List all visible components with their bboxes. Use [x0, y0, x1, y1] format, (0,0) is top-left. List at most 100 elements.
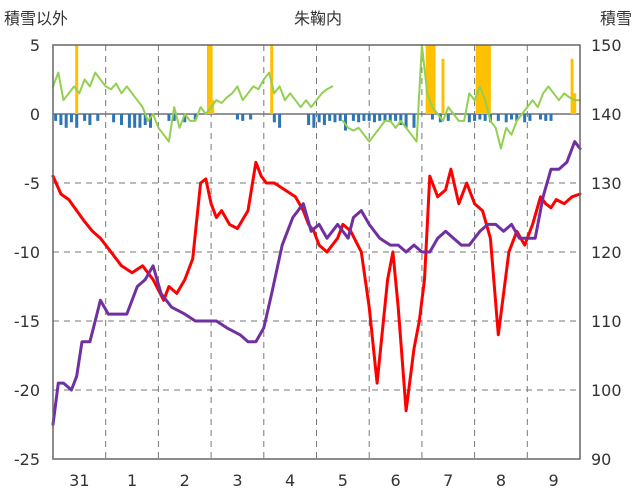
y-tick-label: -25: [14, 450, 40, 469]
negative-bar: [483, 114, 487, 121]
negative-bar: [383, 114, 387, 121]
negative-bar: [241, 114, 245, 121]
y2-tick-label: 140: [591, 105, 622, 124]
negative-bar: [473, 114, 477, 121]
negative-bar: [333, 114, 337, 123]
negative-bar: [83, 114, 87, 121]
negative-bar: [143, 114, 147, 126]
y-tick-label: -10: [14, 243, 40, 262]
x-tick-label: 3: [232, 471, 242, 490]
precip-bar: [428, 45, 432, 114]
negative-bar: [399, 114, 403, 126]
precip-bar: [211, 100, 215, 114]
precip-bar: [486, 45, 490, 114]
precip-bar: [426, 45, 430, 114]
negative-bar: [120, 114, 124, 126]
negative-bar: [528, 114, 532, 121]
negative-bar: [235, 114, 239, 120]
negative-bar: [172, 114, 176, 121]
y-tick-label: 5: [30, 36, 40, 55]
x-tick-label: 1: [127, 471, 137, 490]
negative-bar: [394, 114, 398, 121]
y-tick-label: -20: [14, 381, 40, 400]
negative-bar: [328, 114, 332, 121]
negative-bar: [138, 114, 142, 128]
negative-bar: [338, 114, 342, 121]
y2-axis-label: 積雪: [600, 9, 632, 28]
plot-frame: [52, 44, 581, 460]
snow_depth-line: [51, 140, 582, 426]
precip-bar: [209, 45, 213, 114]
negative-bar: [538, 114, 542, 120]
negative-bar: [322, 114, 326, 126]
negative-bar: [362, 114, 366, 121]
negative-bar: [64, 114, 68, 128]
negative-bar: [412, 114, 416, 128]
precip-bar: [487, 45, 491, 114]
negative-bar: [183, 114, 187, 123]
negative-bar: [54, 114, 58, 121]
negative-bar: [193, 114, 197, 120]
negative-bar: [127, 114, 131, 128]
y2-tick-label: 120: [591, 243, 622, 262]
precip-bar: [430, 45, 434, 114]
precip-bar: [75, 45, 79, 114]
y-tick-label: 0: [30, 105, 40, 124]
precip-bar: [481, 45, 485, 114]
negative-bar: [549, 114, 553, 121]
negative-bar: [509, 114, 513, 120]
negative-bar: [504, 114, 508, 123]
x-tick-label: 5: [338, 471, 348, 490]
precip-bar: [478, 45, 482, 114]
negative-bar: [148, 114, 152, 128]
negative-bar: [388, 114, 392, 123]
negative-bar: [112, 114, 116, 123]
x-tick-label: 2: [180, 471, 190, 490]
negative-bar: [133, 114, 137, 128]
y2-tick-label: 90: [591, 450, 611, 469]
y2-tick-label: 110: [591, 312, 622, 331]
negative-bar: [343, 114, 347, 131]
plot-area: 5 0 -5 -10 -15 -20 -25 150 140 130 120 110 100 90 31 1 2…: [14, 36, 622, 490]
negative-bar: [367, 114, 371, 121]
y-tick-label: -15: [14, 312, 40, 331]
y-tick-label: -5: [24, 174, 40, 193]
negative-bar: [496, 114, 500, 121]
negative-bar: [351, 114, 355, 121]
negative-bar: [378, 114, 382, 121]
precip-bar: [483, 45, 487, 114]
precip-bar: [570, 58, 574, 114]
negative-bar: [372, 114, 376, 123]
negative-bar: [478, 114, 482, 120]
precip-bar: [441, 58, 445, 114]
y2-tick-label: 100: [591, 381, 622, 400]
negative-bar: [523, 114, 527, 123]
negative-bar: [88, 114, 92, 126]
y2-tick-label: 130: [591, 174, 622, 193]
x-tick-label: 8: [496, 471, 506, 490]
y2-tick-label: 150: [591, 36, 622, 55]
negative-bar: [249, 114, 253, 120]
precip-bar: [432, 45, 436, 114]
x-tick-label: 6: [390, 471, 400, 490]
negative-bar: [312, 114, 316, 128]
x-tick-label: 4: [285, 471, 295, 490]
negative-bar: [515, 114, 519, 121]
negative-bar: [59, 114, 63, 126]
wind-line: [52, 44, 581, 150]
negative-bar: [96, 114, 100, 121]
negative-bar: [430, 114, 434, 120]
negative-bar: [278, 114, 282, 128]
chart-title: 朱鞠内: [294, 9, 342, 28]
x-tick-label: 7: [443, 471, 453, 490]
x-tick-label: 31: [69, 471, 89, 490]
negative-bar: [307, 114, 311, 126]
precip-bar: [573, 93, 577, 114]
negative-bar: [544, 114, 548, 121]
negative-bar: [404, 114, 408, 128]
negative-bar: [446, 114, 450, 121]
negative-bar: [272, 114, 276, 123]
negative-bar: [75, 114, 79, 128]
precip-bar: [475, 45, 479, 114]
